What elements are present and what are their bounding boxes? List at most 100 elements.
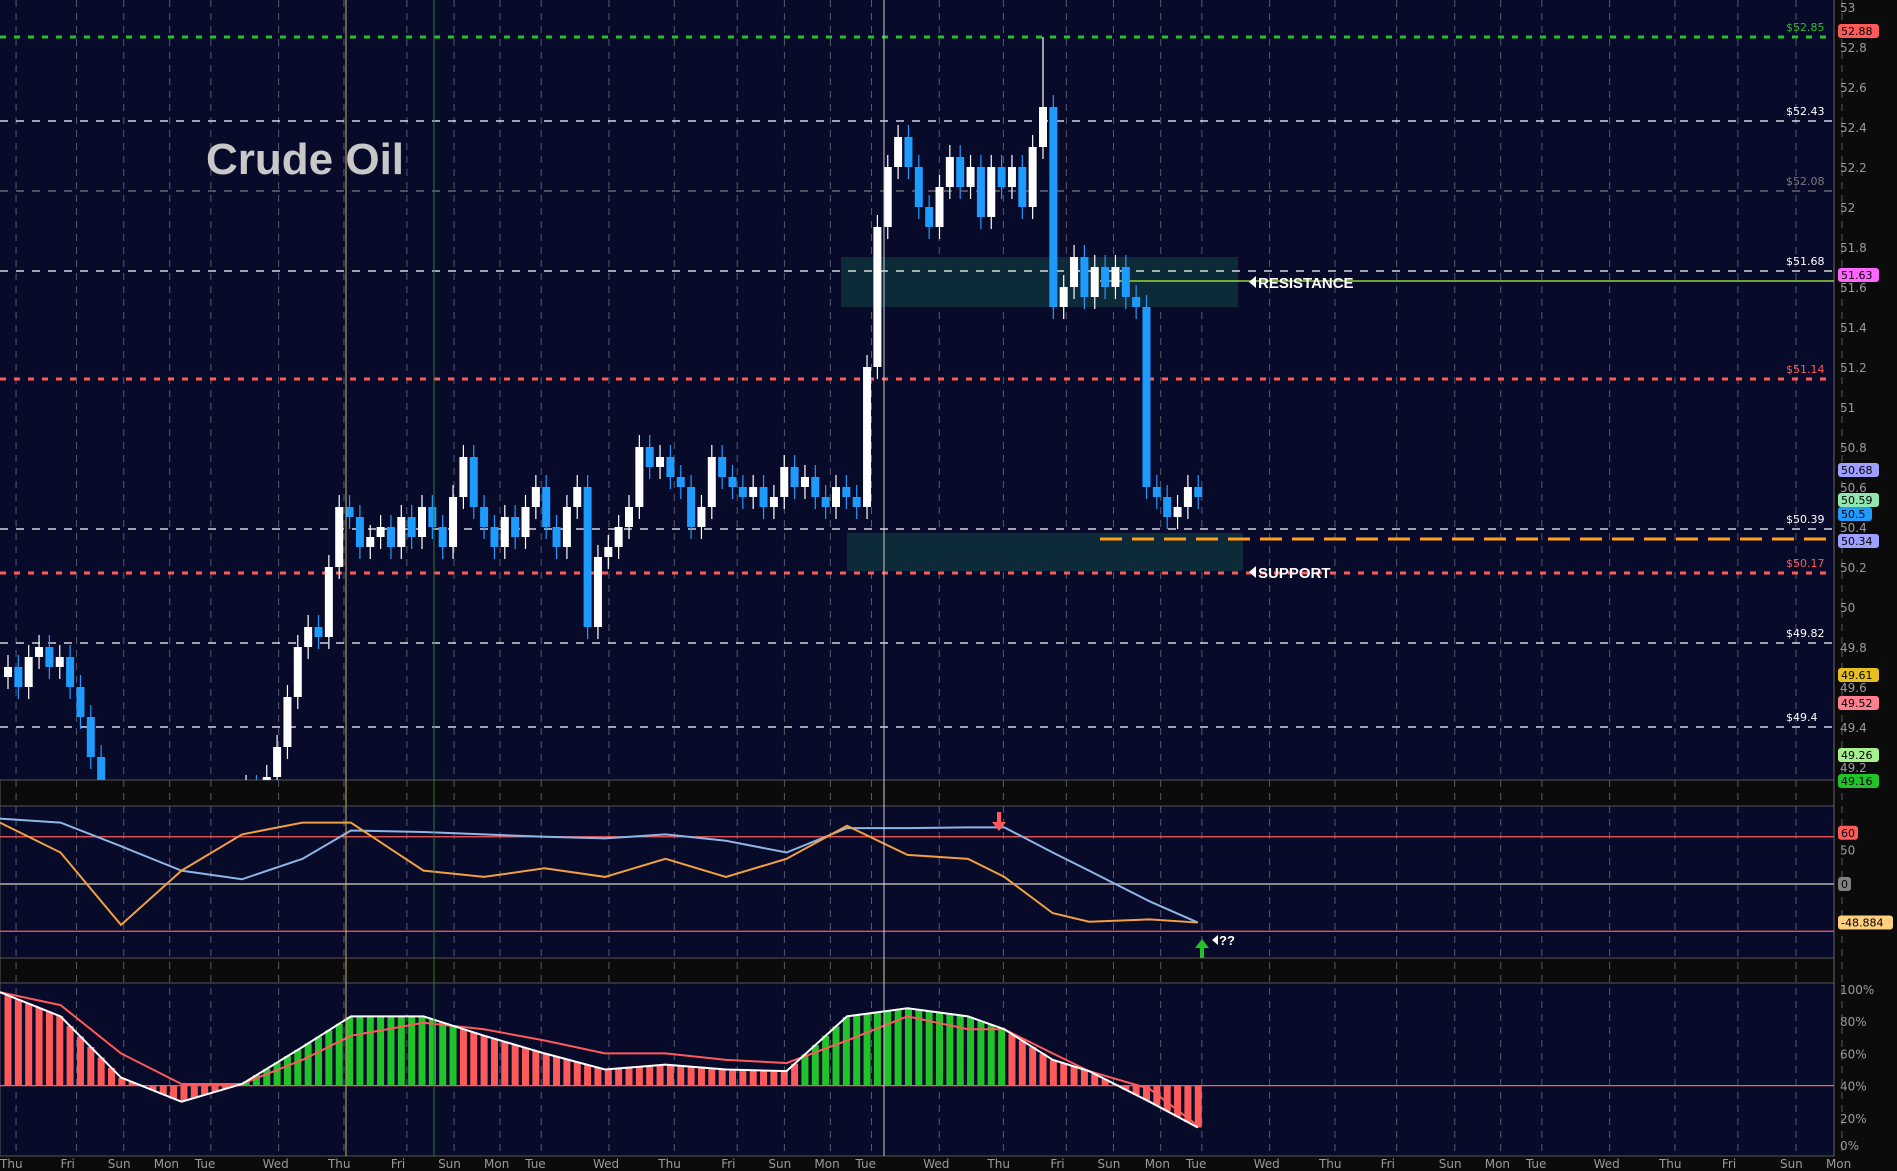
candle-body	[873, 227, 882, 367]
price-tick-label: 50.2	[1840, 561, 1867, 575]
histogram-bar	[956, 1015, 964, 1086]
x-tick-label: Mon	[1145, 1157, 1170, 1171]
candle-body	[573, 487, 582, 507]
candle-body	[821, 497, 830, 507]
candle-body	[625, 507, 633, 527]
candle-body	[428, 507, 437, 527]
candle-body	[24, 657, 33, 687]
histogram-bar	[998, 1028, 1006, 1086]
histogram-bar	[180, 1085, 188, 1101]
price-tick-label: 51.4	[1840, 321, 1867, 335]
histogram-bar	[718, 1069, 726, 1086]
histogram-bar	[573, 1062, 581, 1086]
x-tick-label: Thu	[1318, 1157, 1342, 1171]
histogram-bar	[594, 1067, 602, 1086]
price-panel[interactable]	[0, 0, 1834, 780]
price-tick-label: 49.2	[1840, 761, 1867, 775]
stochastic-line	[0, 991, 1199, 1127]
histogram-bar	[780, 1071, 788, 1086]
x-tick-label: Mon	[814, 1157, 839, 1171]
histogram-bar	[1184, 1085, 1192, 1123]
histogram-bar	[1080, 1069, 1088, 1086]
price-level-label: $51.14	[1786, 363, 1825, 376]
histogram-bar	[418, 1016, 426, 1086]
oscillator-tick-label: 50	[1840, 844, 1855, 858]
x-tick-label: Tue	[194, 1157, 216, 1171]
histogram-bar	[791, 1063, 799, 1086]
candle-body	[376, 527, 385, 537]
candle-body	[842, 487, 851, 497]
histogram-bar	[584, 1064, 592, 1086]
candle-body	[500, 517, 509, 547]
histogram-bar	[666, 1065, 674, 1086]
price-badge-label: 49.16	[1841, 775, 1873, 788]
histogram-bar	[977, 1020, 985, 1086]
histogram-bar	[221, 1085, 229, 1089]
histogram-bar	[811, 1045, 819, 1086]
arrow-left-icon	[1212, 935, 1218, 945]
histogram-bar	[1163, 1085, 1171, 1112]
histogram-bar	[604, 1069, 612, 1086]
histogram-bar	[283, 1056, 291, 1086]
histogram-bar	[1174, 1085, 1182, 1117]
x-tick-label: Tue	[1525, 1157, 1547, 1171]
histogram-bar	[118, 1077, 126, 1086]
candle-body	[976, 167, 985, 217]
candle-body	[335, 507, 344, 567]
price-tick-label: 50.8	[1840, 441, 1867, 455]
candle-body	[790, 467, 799, 487]
histogram-bar	[159, 1085, 167, 1095]
price-tick-label: 51.2	[1840, 361, 1867, 375]
candle-body	[1132, 297, 1141, 307]
stochastic-tick-label: 40%	[1840, 1080, 1867, 1094]
histogram-bar	[1029, 1047, 1037, 1086]
price-tick-label: 52.6	[1840, 81, 1867, 95]
stochastic-tick-label: 80%	[1840, 1015, 1867, 1029]
histogram-bar	[884, 1010, 892, 1086]
histogram-bar	[66, 1026, 74, 1086]
candle-body	[914, 167, 923, 207]
histogram-bar	[252, 1075, 260, 1086]
histogram-bar	[522, 1047, 529, 1086]
price-tick-label: 50.4	[1840, 521, 1867, 535]
price-badge	[1838, 507, 1872, 521]
candle-body	[832, 487, 840, 507]
histogram-bar	[439, 1022, 447, 1086]
histogram-bar	[553, 1056, 561, 1086]
price-level-label: $49.82	[1786, 627, 1825, 640]
histogram-bar	[459, 1029, 467, 1086]
candle-body	[562, 507, 571, 547]
grid	[15, 0, 1843, 1156]
histogram-bar	[770, 1070, 778, 1086]
oscillator-panel[interactable]	[0, 805, 1835, 959]
stochastic-tick-label: 20%	[1840, 1112, 1867, 1126]
histogram-bar	[687, 1066, 695, 1086]
price-tick-label: 52.2	[1840, 161, 1867, 175]
x-tick-label: Sun	[1439, 1157, 1462, 1171]
histogram-bar	[97, 1057, 105, 1086]
x-tick-label: Thu	[327, 1157, 351, 1171]
candle-body	[438, 527, 447, 547]
candle-body	[97, 757, 106, 780]
oscillator-annotation: ??	[1219, 933, 1235, 948]
histogram-bar	[356, 1016, 364, 1086]
candle-body	[1039, 107, 1047, 147]
candle-body	[469, 457, 478, 507]
price-level-label: $52.08	[1786, 175, 1825, 188]
histogram-bar	[449, 1025, 457, 1086]
candle-body	[531, 487, 540, 507]
candle-body	[490, 527, 499, 547]
oscillator-badge	[1838, 915, 1893, 930]
candle-body	[656, 457, 665, 467]
price-badge	[1838, 696, 1879, 710]
x-tick-label: Tue	[855, 1157, 877, 1171]
histogram-bar	[190, 1085, 198, 1098]
x-tick-label: Wed	[593, 1157, 619, 1171]
price-tick-label: 50	[1840, 601, 1855, 615]
histogram-bar	[315, 1036, 322, 1086]
histogram-bar	[749, 1070, 757, 1086]
candle-body	[262, 777, 271, 780]
stochastic	[0, 991, 1834, 1129]
histogram-bar	[242, 1081, 250, 1086]
session-lines	[345, 0, 885, 1156]
